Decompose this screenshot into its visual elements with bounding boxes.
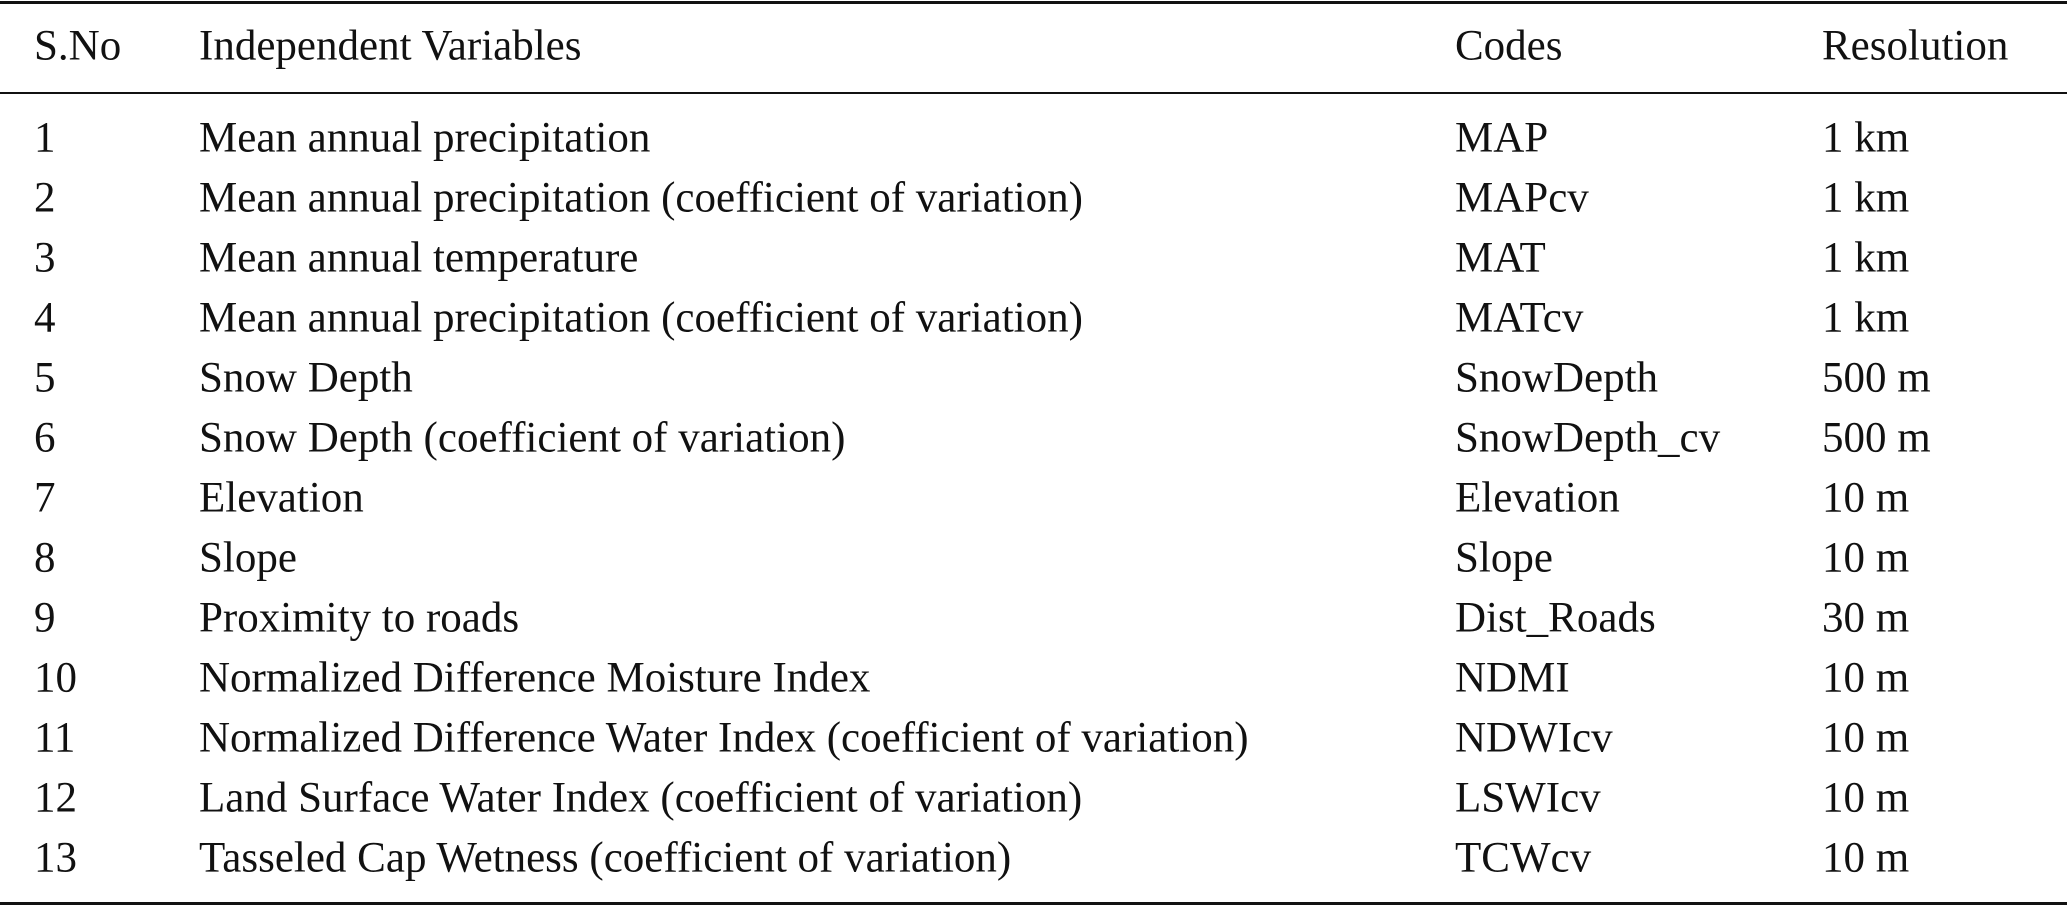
table-cell: 1 [34,114,56,162]
table-cell: 500 m [1822,354,1931,402]
table-cell: 10 m [1822,654,1910,702]
table-cell: 10 m [1822,474,1910,522]
header-cell: Resolution [1822,22,2009,70]
table-cell: MAP [1455,114,1549,162]
table-cell: 12 [34,774,77,822]
table-cell: 500 m [1822,414,1931,462]
table-cell: 11 [34,714,76,762]
table-cell: Mean annual precipitation (coefficient o… [199,174,1083,222]
table-cell: Elevation [1455,474,1620,522]
table-cell: 13 [34,834,77,882]
table-cell: SnowDepth [1455,354,1659,402]
table-cell: 10 m [1822,774,1910,822]
table-cell: 1 km [1822,174,1910,222]
table-cell: 10 m [1822,834,1910,882]
table-cell: 8 [34,534,56,582]
table-cell: Slope [199,534,297,582]
table-cell: MAT [1455,234,1546,282]
table-cell: Dist_Roads [1455,594,1656,642]
header-cell: Independent Variables [199,22,582,70]
table-cell: 6 [34,414,56,462]
table-cell: 10 m [1822,534,1910,582]
table-cell: 4 [34,294,56,342]
table-cell: 9 [34,594,56,642]
table-cell: SnowDepth_cv [1455,414,1721,462]
table-cell: 5 [34,354,56,402]
table-cell: 10 m [1822,714,1910,762]
table-cell: MAPcv [1455,174,1589,222]
table-cell: 2 [34,174,56,222]
header-rule [0,92,2067,94]
table-cell: Mean annual precipitation (coefficient o… [199,294,1083,342]
bottom-rule [0,902,2067,905]
table-cell: Elevation [199,474,364,522]
table-cell: 1 km [1822,294,1910,342]
table-cell: Mean annual precipitation [199,114,651,162]
table-cell: MATcv [1455,294,1584,342]
top-rule [0,1,2067,4]
table-cell: Proximity to roads [199,594,520,642]
table-cell: 30 m [1822,594,1910,642]
table-cell: 7 [34,474,56,522]
header-cell: S.No [34,22,122,70]
table-cell: Land Surface Water Index (coefficient of… [199,774,1083,822]
table-cell: Snow Depth (coefficient of variation) [199,414,846,462]
table-cell: NDWIcv [1455,714,1613,762]
table-cell: 3 [34,234,56,282]
table-cell: Normalized Difference Moisture Index [199,654,871,702]
table-cell: Slope [1455,534,1553,582]
table-cell: TCWcv [1455,834,1592,882]
table-cell: 1 km [1822,234,1910,282]
table-cell: NDMI [1455,654,1570,702]
table-cell: Snow Depth [199,354,413,402]
table-cell: 1 km [1822,114,1910,162]
table-cell: LSWIcv [1455,774,1601,822]
table-cell: Tasseled Cap Wetness (coefficient of var… [199,834,1012,882]
table-cell: 10 [34,654,77,702]
table-cell: Mean annual temperature [199,234,639,282]
table-cell: Normalized Difference Water Index (coeff… [199,714,1249,762]
header-cell: Codes [1455,22,1563,70]
